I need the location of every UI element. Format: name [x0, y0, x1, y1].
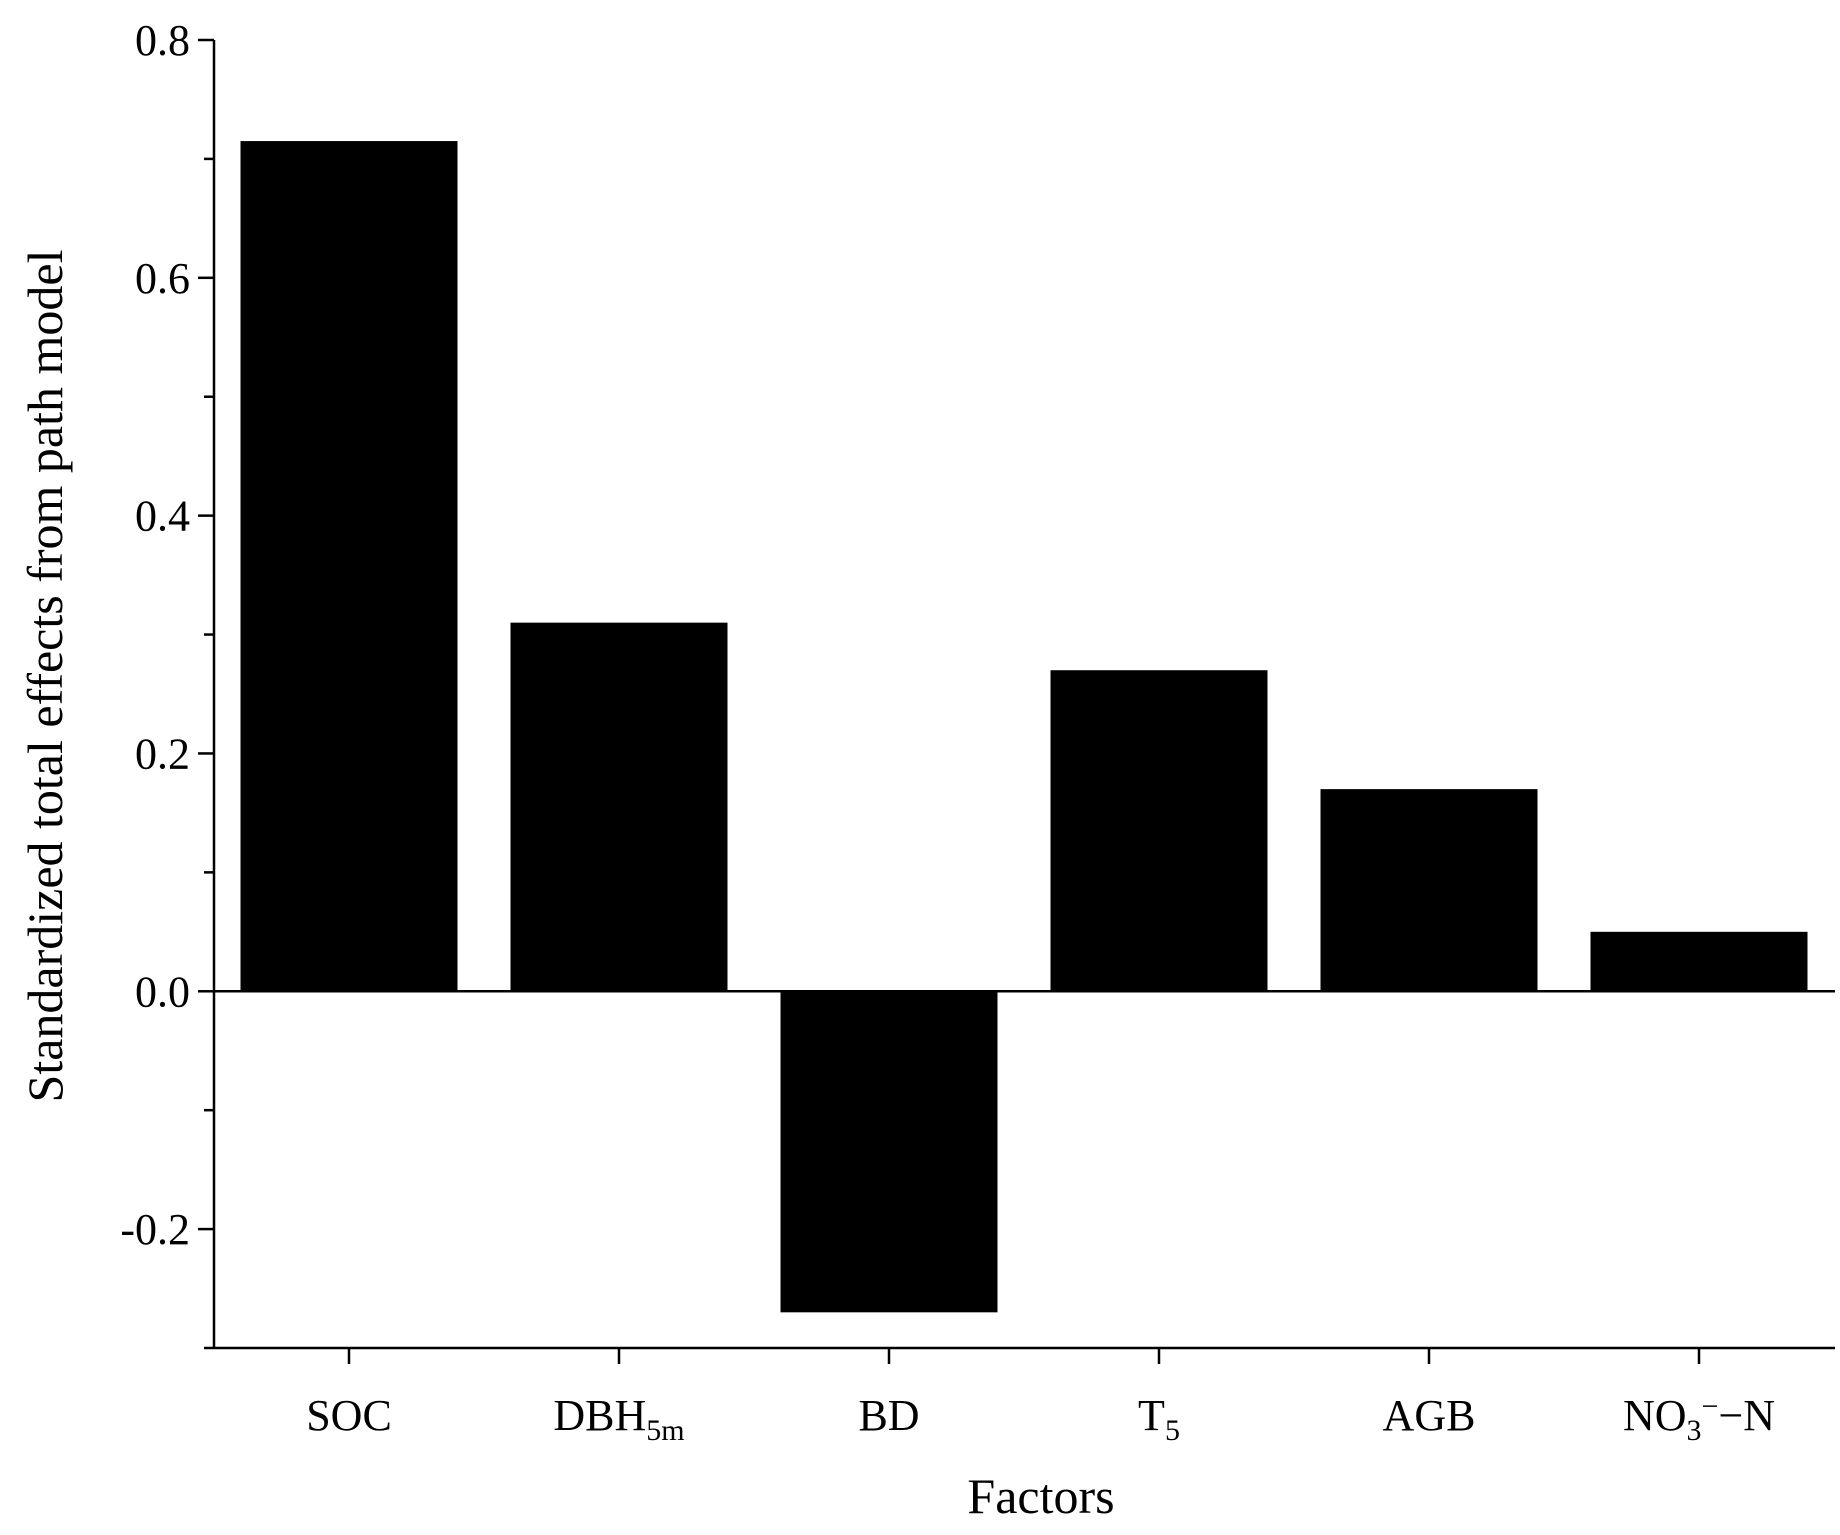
x-tick-label-3: T5 [1138, 1391, 1180, 1447]
x-tick-label-0: SOC [306, 1391, 392, 1440]
bars-group [240, 141, 1808, 1313]
y-tick-label: 0.2 [135, 729, 190, 778]
y-tick-label: 0.4 [135, 492, 190, 541]
x-ticks-group: SOC DBH5m BD T5 AGB NO3−−N [306, 1348, 1775, 1447]
bar-5 [1590, 931, 1808, 992]
bar-0 [240, 141, 458, 992]
y-tick-label: 0.8 [135, 16, 190, 65]
y-tick-label: 0.0 [135, 967, 190, 1016]
bar-4 [1320, 789, 1538, 992]
y-tick-label: -0.2 [120, 1205, 190, 1254]
x-tick-label-5: NO3−−N [1623, 1390, 1775, 1447]
bar-2 [780, 991, 998, 1313]
x-tick-label-2: BD [858, 1391, 919, 1440]
y-axis-label: Standardized total effects from path mod… [17, 250, 73, 1103]
y-ticks-group: -0.2 0.0 0.2 0.4 0.6 0.8 [120, 16, 214, 1350]
x-tick-label-1: DBH5m [553, 1391, 684, 1447]
x-axis-label: Factors [967, 1468, 1114, 1524]
y-tick-label: 0.6 [135, 254, 190, 303]
x-tick-label-4: AGB [1383, 1391, 1476, 1440]
bar-1 [510, 622, 728, 992]
bar-3 [1050, 670, 1268, 992]
